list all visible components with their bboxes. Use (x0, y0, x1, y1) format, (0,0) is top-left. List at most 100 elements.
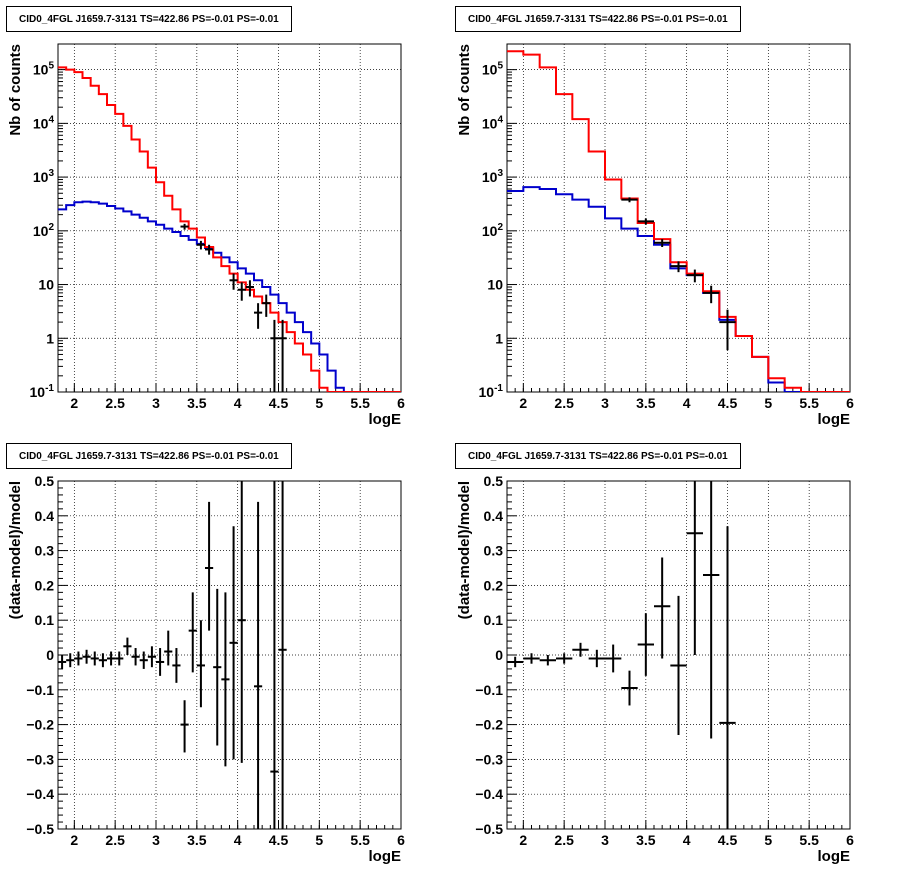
data-point (278, 481, 287, 829)
y-tick-exponent: -1 (45, 383, 54, 394)
x-tick-label: 5 (764, 395, 772, 411)
y-tick-label: 0.3 (484, 543, 504, 559)
data-point (205, 501, 214, 631)
data-point (115, 651, 124, 666)
data-point (229, 273, 238, 290)
x-tick-label: 3 (601, 395, 609, 411)
data-point (507, 656, 524, 668)
data-point (278, 319, 287, 392)
data-point (131, 648, 140, 666)
data-point (719, 526, 736, 829)
data-point (270, 481, 279, 829)
data-point (686, 481, 703, 655)
data-point (637, 218, 654, 225)
chart-svg-top-right: 2 2.5 3 3.5 4 4.5 5 5.5 6logE10-1110102103104105… (456, 43, 854, 428)
data-point (90, 651, 99, 666)
data-point (254, 501, 263, 829)
y-tick-exponent: -1 (494, 383, 503, 394)
chart-title: CID0_4FGL J1659.7-3131 TS=422.86 PS=-0.0… (6, 6, 292, 32)
x-tick-label: 5 (315, 395, 323, 411)
x-axis-label: logE (818, 411, 851, 428)
data-point (107, 651, 116, 666)
data-point (123, 637, 132, 655)
y-tick-label: −0.4 (475, 786, 503, 802)
data-point (147, 646, 156, 668)
data-point (686, 269, 703, 283)
data-point (254, 303, 263, 329)
x-tick-label: 6 (846, 832, 854, 848)
data-point (180, 223, 189, 230)
data-point (205, 244, 214, 255)
x-tick-label: 5.5 (799, 832, 819, 848)
x-tick-label: 5 (764, 832, 772, 848)
data-point (523, 653, 540, 664)
data-point (539, 655, 556, 666)
y-tick-label: 0.3 (35, 543, 55, 559)
chart-title: CID0_4FGL J1659.7-3131 TS=422.86 PS=-0.0… (455, 443, 741, 469)
x-tick-label: 4 (234, 395, 242, 411)
x-tick-label: 3.5 (187, 395, 207, 411)
chart-svg-top-left: 2 2.5 3 3.5 4 4.5 5 5.5 6logE10-1110102103104105… (7, 43, 405, 428)
y-tick-label: 10-1 (479, 383, 504, 400)
data-point (172, 648, 181, 683)
x-tick-label: 3 (152, 832, 160, 848)
data-point (719, 309, 736, 351)
y-tick-label: 0.5 (35, 473, 55, 489)
x-tick-label: 2 (70, 395, 78, 411)
x-tick-label: 6 (397, 395, 405, 411)
x-tick-label: 2.5 (105, 395, 125, 411)
y-tick-label: 10 (38, 277, 54, 293)
y-tick-base: 10 (33, 115, 49, 131)
data-point (556, 653, 573, 664)
data-point (229, 526, 238, 760)
data-point (703, 285, 720, 304)
x-tick-label: 4 (234, 832, 242, 848)
y-tick-exponent: 5 (497, 61, 503, 72)
data-point (654, 557, 671, 659)
y-tick-label: −0.5 (26, 821, 54, 837)
x-axis-label: logE (369, 411, 402, 428)
x-axis-label: logE (369, 848, 402, 865)
data-point (196, 240, 205, 250)
data-point (262, 294, 271, 317)
histogram-series-line (58, 200, 401, 392)
data-point (74, 651, 83, 666)
data-point (180, 700, 189, 753)
y-tick-label: 0.2 (484, 577, 504, 593)
y-axis-label: (data-model)/model (456, 481, 473, 619)
data-point (637, 613, 654, 676)
y-tick-label: 0.1 (484, 612, 504, 628)
plot-frame (506, 43, 851, 393)
x-tick-label: 5 (315, 832, 323, 848)
y-tick-base: 10 (479, 384, 495, 400)
data-point (213, 588, 222, 746)
data-point (156, 648, 165, 676)
x-tick-label: 4 (683, 395, 691, 411)
x-tick-label: 2.5 (105, 832, 125, 848)
x-tick-label: 4.5 (718, 832, 738, 848)
y-axis-label: (data-model)/model (7, 481, 24, 619)
y-tick-exponent: 2 (497, 222, 503, 233)
data-point (164, 630, 173, 666)
x-tick-label: 3 (601, 832, 609, 848)
y-axis-label: Nb of counts (456, 44, 473, 136)
y-tick-label: 10-1 (30, 383, 55, 400)
x-tick-label: 6 (846, 395, 854, 411)
y-tick-label: 0.5 (484, 473, 504, 489)
x-tick-label: 4.5 (269, 395, 289, 411)
histogram-series-line (507, 50, 850, 392)
plot-frame (57, 43, 402, 393)
x-tick-label: 2 (70, 832, 78, 848)
y-axis-label: Nb of counts (7, 44, 24, 136)
y-tick-label: 10 (487, 277, 503, 293)
y-tick-label: 102 (33, 222, 55, 239)
chart-panel-top-left: 2 2.5 3 3.5 4 4.5 5 5.5 6 logE 10-1 1 10 102 103 104 105… (0, 0, 449, 437)
x-tick-label: 5.5 (799, 395, 819, 411)
y-tick-exponent: 2 (48, 222, 54, 233)
y-tick-label: 0.4 (484, 508, 504, 524)
y-tick-base: 10 (33, 223, 49, 239)
y-tick-label: 1 (46, 330, 54, 346)
data-point (621, 197, 638, 203)
y-tick-label: 0 (495, 647, 503, 663)
data-point (237, 481, 246, 763)
